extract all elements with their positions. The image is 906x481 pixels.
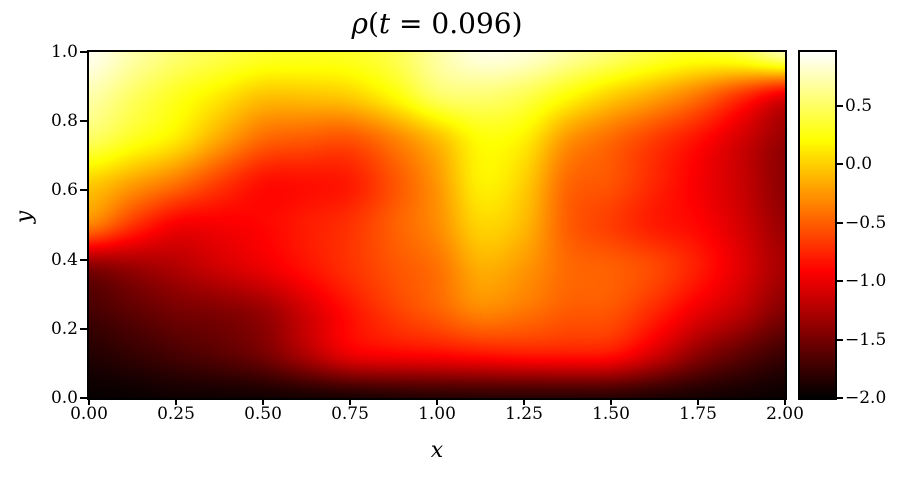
y-tick-mark <box>80 189 87 192</box>
x-tick-label: 1.75 <box>679 404 717 424</box>
x-tick-label: 0.00 <box>70 404 108 424</box>
y-tick-mark <box>80 327 87 330</box>
title-time-value: = 0.096) <box>390 7 523 40</box>
y-tick-label: 1.0 <box>50 42 78 62</box>
colorbar-tick-label: 0.0 <box>845 154 873 175</box>
y-tick-label: 0.6 <box>50 180 78 201</box>
colorbar-tick-label: −2.0 <box>845 388 887 408</box>
x-tick-mark <box>88 400 90 405</box>
x-tick-mark <box>610 400 612 405</box>
x-tick-mark <box>436 400 438 405</box>
x-tick-label: 0.75 <box>331 404 369 424</box>
plot-title: ρ(t = 0.096) <box>89 6 785 42</box>
y-tick-label: 0.2 <box>50 318 78 339</box>
colorbar-tick-mark <box>837 397 843 399</box>
y-tick-label: 0.8 <box>50 111 78 132</box>
x-tick-label: 1.00 <box>418 404 456 424</box>
x-tick-mark <box>697 400 699 405</box>
colorbar-tick-mark <box>837 163 843 166</box>
y-tick-mark <box>80 51 87 53</box>
colorbar-tick-mark <box>837 280 843 283</box>
x-tick-label: 1.25 <box>505 404 543 424</box>
x-tick-mark <box>175 400 177 405</box>
x-tick-mark <box>523 400 525 405</box>
y-tick-mark <box>80 258 87 261</box>
colorbar-tick-mark <box>837 221 843 224</box>
colorbar-tick-mark <box>837 104 843 107</box>
x-tick-label: 2.00 <box>766 404 804 424</box>
x-tick-mark <box>349 400 351 405</box>
x-tick-mark <box>784 400 786 405</box>
title-open-paren: ( <box>367 7 379 40</box>
colorbar-tick-label: −1.5 <box>845 329 887 350</box>
y-axis-label: y <box>12 210 37 224</box>
x-axis-label: x <box>430 438 444 463</box>
x-tick-label: 1.50 <box>592 404 630 424</box>
y-tick-label: 0.4 <box>50 249 78 270</box>
y-tick-mark <box>80 120 87 123</box>
colorbar-tick-mark <box>837 338 843 341</box>
colorbar-tick-label: 0.5 <box>845 95 873 116</box>
heatmap-image <box>89 52 785 398</box>
x-tick-label: 0.25 <box>157 404 195 424</box>
title-rho-symbol: ρ <box>351 7 368 40</box>
colorbar-tick-label: −0.5 <box>845 212 887 233</box>
y-tick-mark <box>80 397 87 399</box>
colorbar-tick-label: −1.0 <box>845 271 887 292</box>
x-tick-mark <box>262 400 264 405</box>
x-tick-label: 0.50 <box>244 404 282 424</box>
y-tick-label: 0.0 <box>50 388 78 408</box>
title-time-variable: t <box>378 7 391 40</box>
colorbar-gradient <box>800 52 835 398</box>
